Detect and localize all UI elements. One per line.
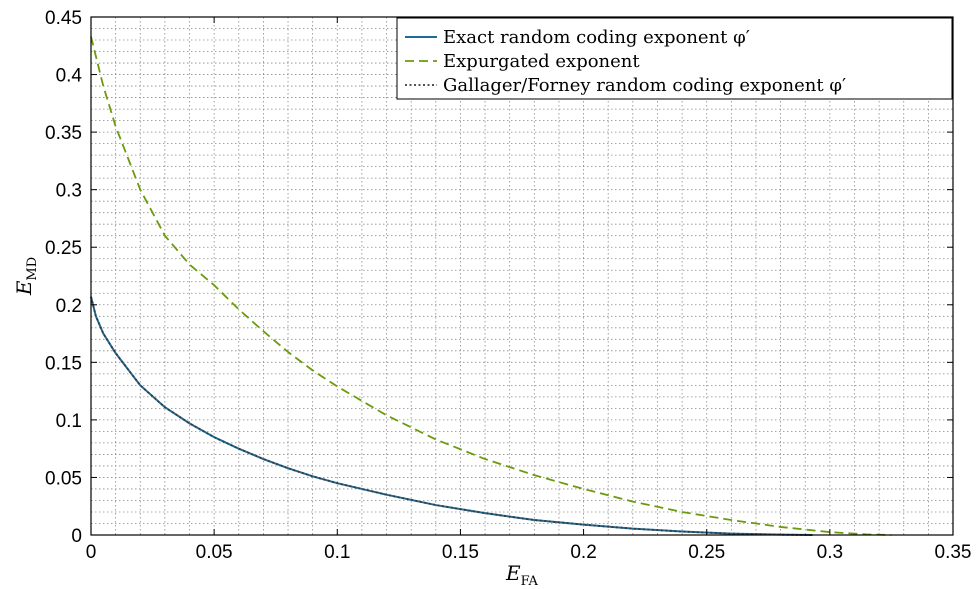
y-tick-label: 0.35 (45, 123, 82, 144)
x-tick-label: 0.05 (196, 542, 233, 563)
legend-label-gallager-forney: Gallager/Forney random coding exponent φ… (443, 75, 846, 96)
x-tick-label: 0.3 (817, 542, 843, 563)
y-tick-label: 0.05 (45, 468, 82, 489)
x-tick-label: 0 (86, 542, 97, 563)
y-tick-label: 0 (71, 526, 82, 547)
y-tick-label: 0.3 (56, 181, 82, 202)
y-tick-label: 0.2 (56, 296, 82, 317)
series-line-exact (90, 296, 813, 536)
x-tick-label: 0.25 (688, 542, 725, 563)
series-line-expurgated (90, 36, 892, 536)
y-axis-label-main: E (12, 280, 36, 296)
x-tick-label: 0.1 (324, 542, 350, 563)
series-layer (90, 36, 892, 536)
legend-label-exact: Exact random coding exponent φ′ (443, 27, 750, 48)
x-axis-label-sub: FA (521, 574, 539, 589)
y-axis-label: EMD (12, 257, 40, 296)
x-axis-label-main: E (505, 561, 521, 585)
legend-entry-gallager-forney: Gallager/Forney random coding exponent φ… (405, 75, 846, 96)
plot-frame (90, 16, 954, 536)
x-axis-label: EFA (505, 561, 538, 589)
x-tick-label: 0.35 (935, 542, 972, 563)
y-tick-label: 0.45 (45, 8, 82, 29)
legend-label-expurgated: Expurgated exponent (443, 51, 640, 72)
legend-entry-exact: Exact random coding exponent φ′ (405, 27, 750, 48)
x-tick-label: 0.15 (442, 542, 479, 563)
y-tick-label: 0.25 (45, 238, 82, 259)
series-line-gallager-forney (90, 296, 813, 536)
legend-box (396, 17, 953, 100)
tick-labels: 0 0.05 0.1 0.15 0.2 0.25 0.3 0.35 0 0.05 0.1 0.15 0.… (45, 8, 971, 563)
y-tick-label: 0.1 (56, 411, 82, 432)
y-axis-label-sub: MD (25, 257, 40, 281)
y-tick-label: 0.4 (56, 66, 83, 87)
legend: Exact random coding exponent φ′ Expurgat… (396, 17, 953, 100)
legend-entry-expurgated: Expurgated exponent (405, 51, 640, 72)
y-tick-label: 0.15 (45, 353, 82, 374)
x-tick-label: 0.2 (570, 542, 596, 563)
